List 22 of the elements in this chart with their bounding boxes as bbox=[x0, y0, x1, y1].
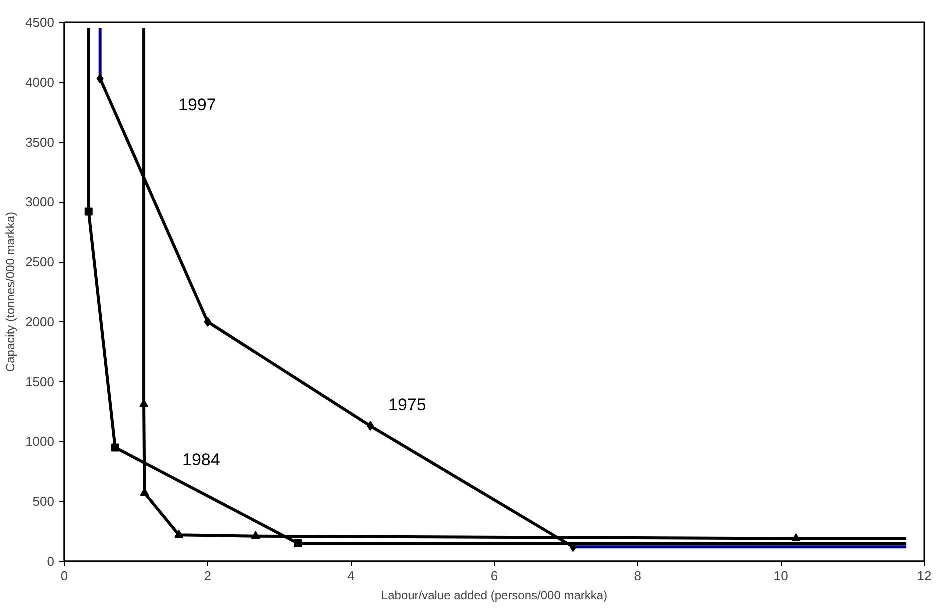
y-tick-label: 4500 bbox=[26, 15, 54, 30]
y-tick-label: 0 bbox=[47, 554, 55, 569]
y-tick-label: 500 bbox=[32, 494, 55, 510]
y-tick-label: 2000 bbox=[26, 314, 54, 330]
y-tick-label: 2500 bbox=[26, 254, 54, 270]
x-axis-title: Labour/value added (persons/000 markka) bbox=[381, 588, 608, 602]
x-tick-label: 4 bbox=[348, 568, 355, 584]
y-tick-label: 3500 bbox=[26, 134, 54, 150]
annotation: 1997 bbox=[178, 96, 216, 114]
y-tick-label: 3000 bbox=[26, 194, 54, 210]
x-tick-label: 10 bbox=[774, 568, 788, 584]
x-tick-label: 6 bbox=[490, 568, 498, 584]
x-tick-label: 8 bbox=[634, 568, 642, 584]
y-axis-title: Capacity (tonnes/000 markka) bbox=[4, 212, 18, 372]
x-tick-label: 12 bbox=[917, 568, 932, 584]
annotation: 1984 bbox=[182, 450, 220, 470]
x-tick-label: 2 bbox=[204, 568, 212, 584]
y-tick-label: 4000 bbox=[26, 74, 54, 90]
x-tick-label: 0 bbox=[60, 568, 68, 584]
y-tick-label: 1000 bbox=[26, 434, 54, 450]
y-tick-label: 1500 bbox=[26, 374, 54, 390]
annotation: 1975 bbox=[388, 396, 426, 414]
